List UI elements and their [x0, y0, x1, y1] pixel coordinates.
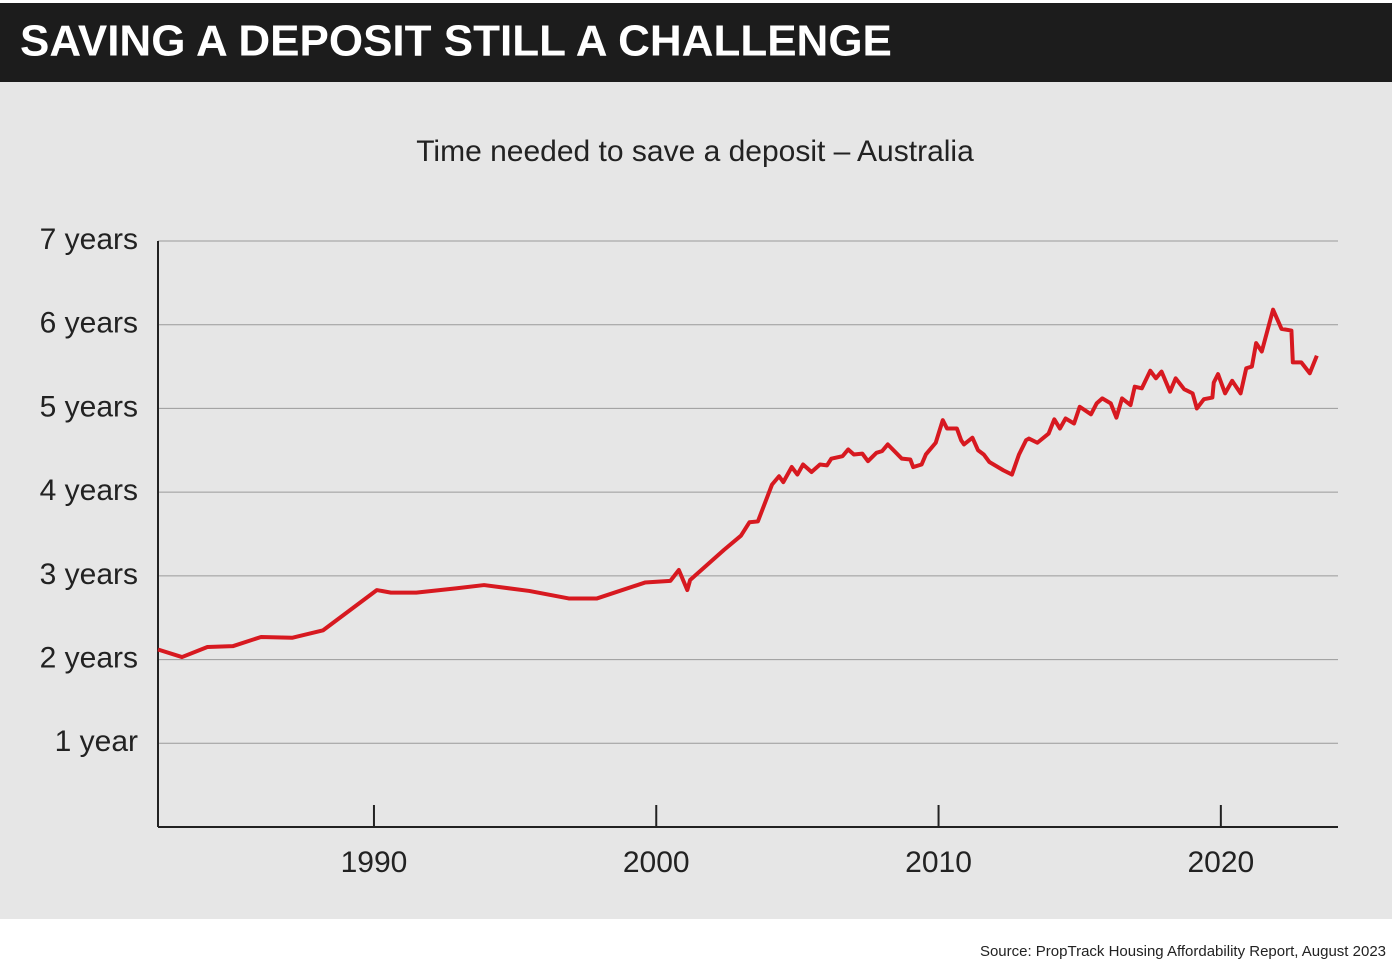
header-title: SAVING A DEPOSIT STILL A CHALLENGE — [20, 17, 892, 66]
y-tick-label: 6 years — [40, 307, 138, 340]
chart-title: Time needed to save a deposit – Australi… — [416, 135, 974, 168]
y-tick-label: 1 year — [55, 725, 138, 758]
y-tick-label: 2 years — [40, 641, 138, 674]
data-line — [157, 307, 1319, 660]
x-tick-label: 2020 — [1187, 846, 1254, 879]
x-tick-label: 2010 — [905, 846, 972, 879]
y-tick-label: 4 years — [40, 474, 138, 507]
source: Source: PropTrack Housing Affordability … — [980, 943, 1386, 960]
header-bar — [0, 3, 1392, 82]
x-tick-label: 1990 — [341, 846, 408, 879]
y-tick-label: 5 years — [40, 390, 138, 423]
y-tick-label: 7 years — [40, 223, 138, 256]
panel — [0, 82, 1392, 919]
x-tick-label: 2000 — [623, 846, 690, 879]
y-tick-label: 3 years — [40, 558, 138, 591]
